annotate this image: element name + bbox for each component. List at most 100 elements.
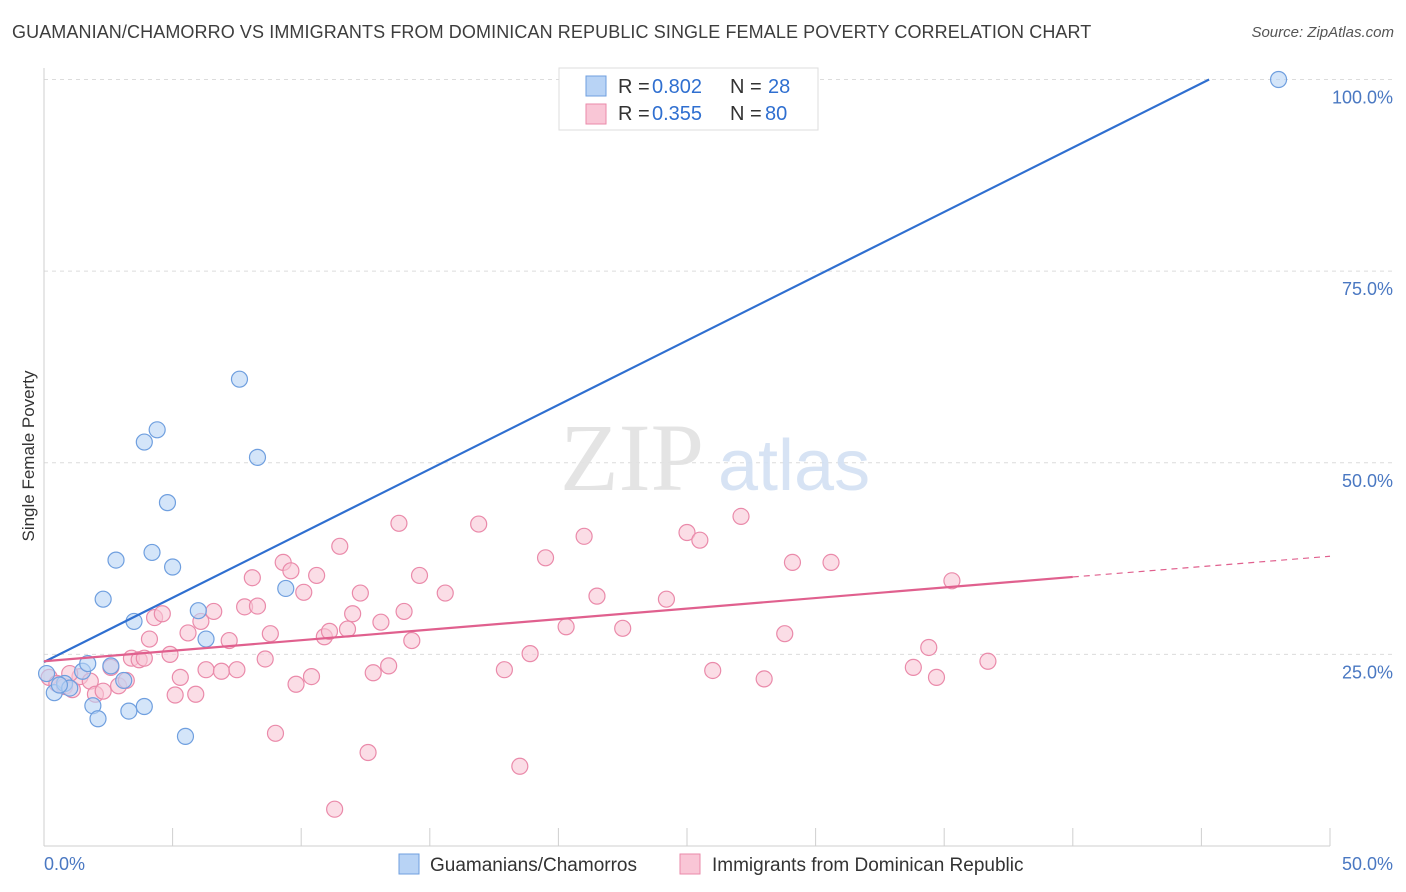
- trend-line-guamanian: [43, 78, 1210, 664]
- dominican-point-48: [364, 664, 382, 682]
- dominican-point-78: [979, 652, 997, 670]
- bottom-legend-label-dominican: Immigrants from Dominican Republic: [712, 855, 1024, 876]
- bottom-legend-label-guamanian: Guamanians/Chamorros: [430, 855, 637, 876]
- dominican-point-59: [521, 645, 539, 663]
- guamanian-point-22: [197, 630, 215, 648]
- dominican-point-76: [927, 668, 946, 686]
- dominican-point-74: [904, 658, 922, 677]
- watermark: ZIP atlas: [560, 404, 870, 511]
- source-credit: Source: ZipAtlas.com: [1251, 24, 1394, 41]
- dominican-point-71: [776, 625, 794, 643]
- gridlines: [44, 79, 1393, 655]
- dominican-point-35: [282, 562, 300, 580]
- guamanian-point-24: [248, 448, 267, 466]
- dominican-point-52: [395, 602, 413, 621]
- bottom-legend-swatch-blue: [398, 853, 420, 875]
- guamanian-point-9: [102, 657, 120, 675]
- dominican-point-77: [943, 572, 961, 590]
- series-dominican-points: [40, 507, 997, 818]
- x-ticks: [43, 828, 1331, 846]
- guamanian-point-26: [1269, 70, 1288, 89]
- dominican-point-43: [331, 537, 349, 555]
- dominican-point-69: [732, 507, 750, 526]
- legend-n-value-blue: 28: [768, 76, 790, 98]
- trend-lines: [43, 78, 1331, 664]
- guamanian-point-10: [107, 551, 125, 569]
- legend-r-label-blue: R =: [618, 76, 650, 98]
- dominican-point-62: [575, 527, 593, 545]
- guamanian-point-17: [148, 421, 166, 439]
- dominican-point-37: [295, 583, 313, 601]
- dominican-point-64: [614, 619, 632, 637]
- x-tick-label-max: 50.0%: [1342, 854, 1393, 874]
- legend-swatch-blue: [585, 75, 607, 97]
- dominican-point-31: [256, 650, 274, 668]
- dominican-point-16: [153, 605, 171, 623]
- dominican-point-42: [326, 800, 344, 818]
- y-tick-label-25: 25.0%: [1342, 662, 1393, 682]
- dominican-point-24: [205, 602, 223, 621]
- dominican-point-58: [511, 757, 529, 775]
- guamanian-point-7: [89, 710, 107, 728]
- dominican-point-41: [320, 622, 339, 640]
- dominican-point-67: [691, 531, 709, 549]
- dominican-point-21: [187, 685, 205, 703]
- legend-n-label-blue: N =: [730, 76, 762, 98]
- y-tick-label-75: 75.0%: [1342, 279, 1393, 299]
- guamanian-point-12: [120, 702, 138, 720]
- dominican-point-65: [657, 590, 676, 608]
- legend-n-value-pink: 80: [765, 103, 787, 125]
- dominican-point-19: [171, 668, 189, 686]
- guamanian-point-14: [135, 697, 153, 716]
- y-tick-label-100: 100.0%: [1332, 88, 1393, 108]
- dominican-point-33: [266, 724, 285, 742]
- guamanian-point-21: [189, 602, 207, 620]
- dominican-point-72: [783, 553, 802, 571]
- dominican-point-23: [197, 661, 215, 679]
- watermark-atlas: atlas: [718, 426, 870, 506]
- dominican-point-53: [403, 631, 421, 650]
- guamanian-point-19: [164, 558, 182, 576]
- dominican-point-29: [243, 569, 261, 587]
- dominican-point-36: [287, 675, 305, 693]
- dominican-point-44: [338, 620, 357, 638]
- y-axis-label: Single Female Poverty: [19, 370, 38, 542]
- dominican-point-54: [410, 566, 429, 585]
- legend-r-value-pink: 0.355: [652, 103, 702, 125]
- legend: R = 0.802 N = 28 R = 0.355 N = 80: [558, 67, 819, 131]
- dominican-point-75: [920, 638, 938, 657]
- dominican-point-20: [179, 624, 197, 642]
- legend-n-label-pink: N =: [730, 103, 762, 125]
- dominican-point-63: [588, 587, 606, 605]
- guamanian-point-27: [50, 676, 69, 694]
- dominican-point-45: [344, 605, 362, 623]
- dominican-point-49: [372, 613, 390, 631]
- series-guamanian-points: [37, 70, 1288, 745]
- dominican-point-56: [470, 515, 488, 533]
- dominican-point-66: [678, 523, 696, 542]
- dominican-point-68: [704, 661, 722, 680]
- legend-r-label-pink: R =: [618, 103, 650, 125]
- x-tick-label-min: 0.0%: [44, 854, 85, 874]
- guamanian-point-20: [176, 727, 195, 745]
- bottom-legend-swatch-pink: [679, 853, 701, 875]
- guamanian-point-8: [94, 590, 112, 608]
- dominican-point-70: [755, 670, 773, 688]
- trend-line-dominican-extension: [1072, 555, 1331, 578]
- dominican-point-7: [94, 682, 112, 700]
- guamanian-point-5: [79, 654, 97, 673]
- legend-r-value-blue: 0.802: [652, 76, 702, 98]
- chart-title: GUAMANIAN/CHAMORRO VS IMMIGRANTS FROM DO…: [12, 22, 1092, 42]
- trend-line-dominican: [43, 575, 1073, 663]
- dominican-point-25: [212, 662, 231, 680]
- dominican-point-47: [359, 743, 377, 762]
- dominican-point-46: [351, 584, 369, 602]
- guamanian-point-11: [115, 671, 133, 690]
- bottom-legend: Guamanians/Chamorros Immigrants from Dom…: [398, 853, 1024, 876]
- dominican-point-26: [220, 631, 238, 650]
- guamanian-point-23: [230, 370, 249, 388]
- guamanian-point-25: [277, 579, 295, 598]
- guamanian-point-18: [158, 494, 177, 512]
- guamanian-point-16: [143, 543, 161, 562]
- guamanian-point-15: [135, 433, 153, 451]
